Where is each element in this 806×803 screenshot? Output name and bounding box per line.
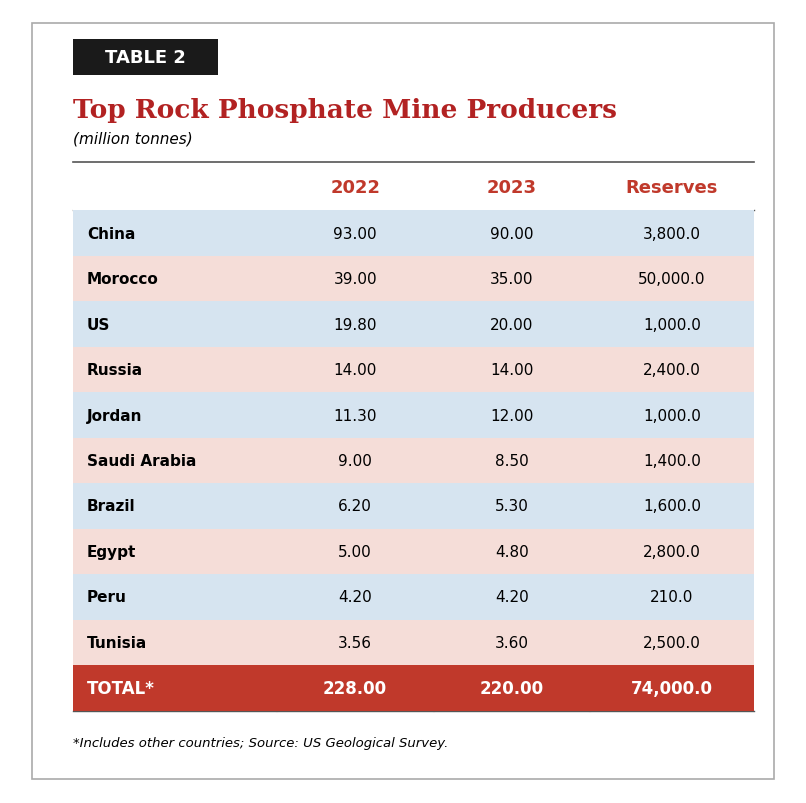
Text: Saudi Arabia: Saudi Arabia: [87, 454, 197, 468]
Text: Reserves: Reserves: [625, 179, 718, 197]
Text: 210.0: 210.0: [650, 589, 694, 605]
Text: 14.00: 14.00: [490, 363, 534, 377]
Text: Egypt: Egypt: [87, 544, 136, 559]
Text: 1,600.0: 1,600.0: [643, 499, 701, 514]
Text: Jordan: Jordan: [87, 408, 143, 423]
Text: 1,000.0: 1,000.0: [643, 408, 701, 423]
Text: 39.00: 39.00: [334, 271, 377, 287]
Text: 3.60: 3.60: [495, 635, 529, 650]
Text: 2,800.0: 2,800.0: [643, 544, 701, 559]
Text: 4.20: 4.20: [495, 589, 529, 605]
Text: 93.00: 93.00: [334, 226, 377, 242]
Text: 4.20: 4.20: [339, 589, 372, 605]
Text: 6.20: 6.20: [339, 499, 372, 514]
Text: US: US: [87, 317, 110, 332]
Text: 3,800.0: 3,800.0: [643, 226, 701, 242]
Text: Morocco: Morocco: [87, 271, 159, 287]
Text: Tunisia: Tunisia: [87, 635, 147, 650]
Text: 90.00: 90.00: [490, 226, 534, 242]
Text: 20.00: 20.00: [490, 317, 534, 332]
Text: Brazil: Brazil: [87, 499, 135, 514]
Text: 2,500.0: 2,500.0: [643, 635, 701, 650]
Text: Top Rock Phosphate Mine Producers: Top Rock Phosphate Mine Producers: [73, 98, 617, 124]
Text: Russia: Russia: [87, 363, 143, 377]
Text: 220.00: 220.00: [480, 679, 544, 697]
Text: 8.50: 8.50: [495, 454, 529, 468]
Text: 4.80: 4.80: [495, 544, 529, 559]
Text: Peru: Peru: [87, 589, 127, 605]
Text: 5.30: 5.30: [495, 499, 529, 514]
Text: 2023: 2023: [487, 179, 537, 197]
Text: 19.80: 19.80: [334, 317, 377, 332]
Text: TOTAL*: TOTAL*: [87, 679, 155, 697]
Text: 14.00: 14.00: [334, 363, 377, 377]
Text: 35.00: 35.00: [490, 271, 534, 287]
Text: 1,000.0: 1,000.0: [643, 317, 701, 332]
Text: 228.00: 228.00: [323, 679, 387, 697]
Text: 9.00: 9.00: [339, 454, 372, 468]
Text: 3.56: 3.56: [339, 635, 372, 650]
Text: 12.00: 12.00: [490, 408, 534, 423]
Text: China: China: [87, 226, 135, 242]
Text: 11.30: 11.30: [334, 408, 377, 423]
Text: 2022: 2022: [330, 179, 380, 197]
Text: 74,000.0: 74,000.0: [631, 679, 713, 697]
Text: *Includes other countries; Source: US Geological Survey.: *Includes other countries; Source: US Ge…: [73, 736, 448, 749]
Text: 5.00: 5.00: [339, 544, 372, 559]
Text: (million tonnes): (million tonnes): [73, 132, 193, 146]
Text: TABLE 2: TABLE 2: [105, 49, 185, 67]
Text: 1,400.0: 1,400.0: [643, 454, 701, 468]
Text: 50,000.0: 50,000.0: [638, 271, 705, 287]
Text: 2,400.0: 2,400.0: [643, 363, 701, 377]
